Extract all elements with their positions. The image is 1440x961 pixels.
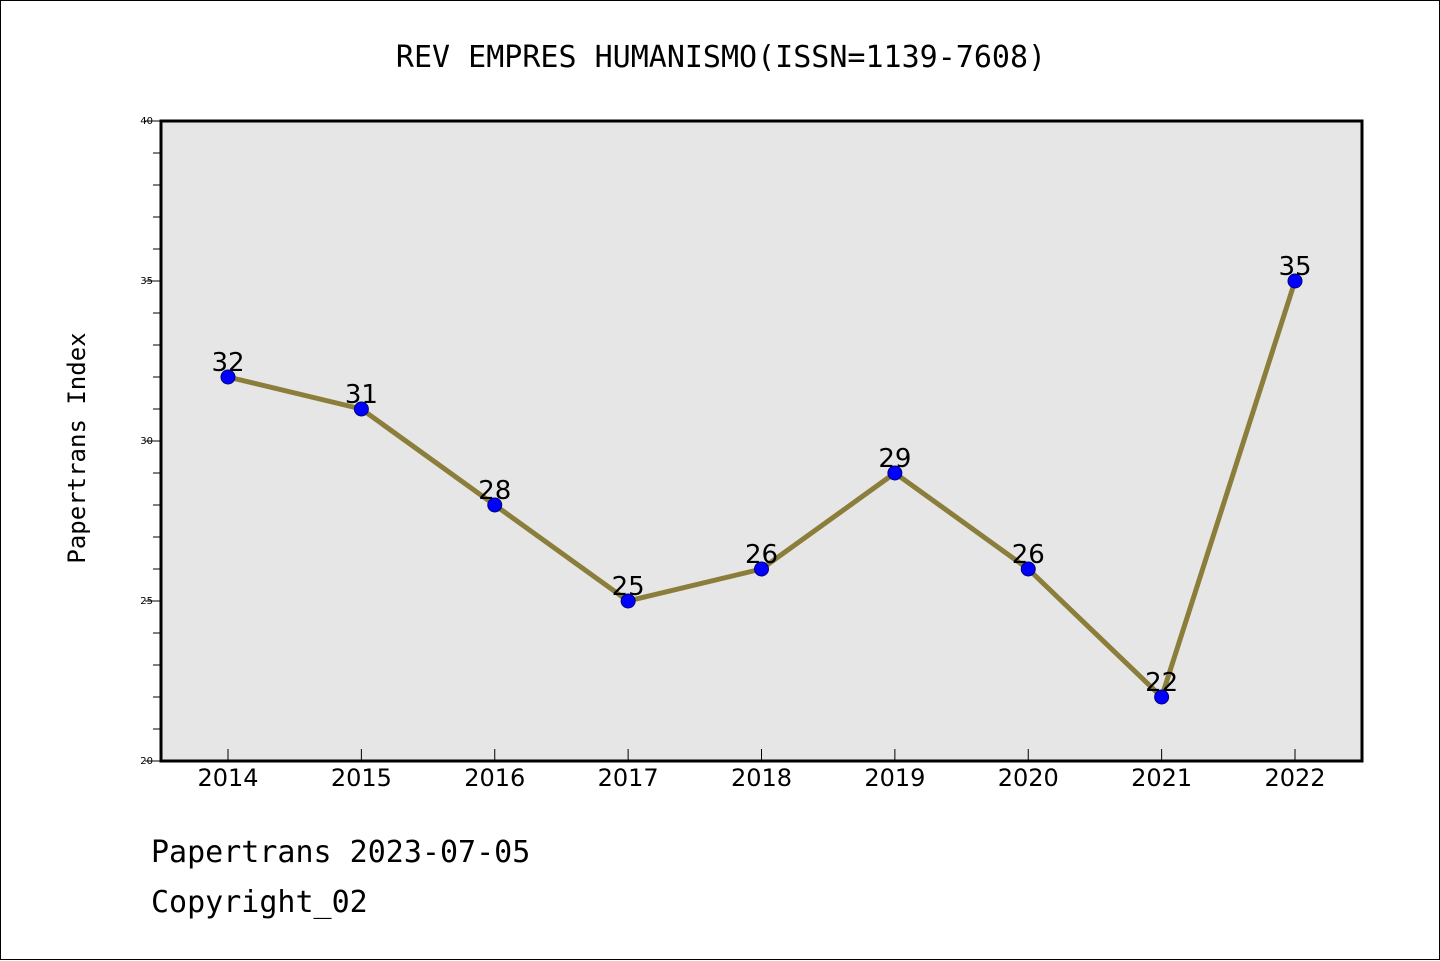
data-label: 26 [1012,540,1045,570]
data-label: 31 [345,380,378,410]
x-tick-label: 2015 [331,764,392,792]
y-axis-label: Papertrans Index [63,332,91,563]
y-tick-label: 30 [140,436,153,447]
data-label: 35 [1278,252,1311,282]
footer-copyright: Copyright_02 [151,885,368,920]
plot-area [159,119,1364,763]
x-tick-label: 2016 [464,764,525,792]
x-tick-label: 2022 [1264,764,1325,792]
footer-date: Papertrans 2023-07-05 [151,835,531,870]
x-tick-label: 2017 [598,764,659,792]
y-major-ticks: 20 25 30 35 40 [140,116,161,767]
data-point [1020,561,1036,577]
x-tick-label: 2021 [1131,764,1192,792]
y-minor-ticks [153,152,161,730]
x-tick-label: 2018 [731,764,792,792]
data-point [887,465,903,481]
chart-title: REV EMPRES HUMANISMO(ISSN=1139-7608) [396,40,1046,75]
data-point [754,561,769,577]
data-label: 22 [1145,668,1178,698]
x-tick-label: 2014 [197,764,258,792]
y-tick-label: 20 [140,756,153,767]
x-ticks: 2014 2015 2016 2017 2018 2019 2020 2021 2022 [197,749,1326,792]
y-tick-label: 25 [140,596,153,607]
data-point [620,593,636,609]
data-point [1154,689,1170,705]
data-label: 32 [211,348,244,378]
x-tick-label: 2020 [998,764,1059,792]
data-label: 29 [878,444,911,474]
x-tick-label: 2019 [864,764,925,792]
data-point [487,497,503,513]
series-group [220,273,1303,705]
data-label: 28 [478,476,511,506]
data-point [220,369,236,385]
data-label: 25 [612,572,645,602]
data-labels: 32 31 28 25 26 29 26 22 35 [211,252,1311,698]
y-tick-label: 40 [140,116,153,127]
data-point [1287,273,1303,289]
data-point [353,401,369,417]
y-tick-label: 35 [140,276,153,287]
data-label: 26 [745,540,778,570]
